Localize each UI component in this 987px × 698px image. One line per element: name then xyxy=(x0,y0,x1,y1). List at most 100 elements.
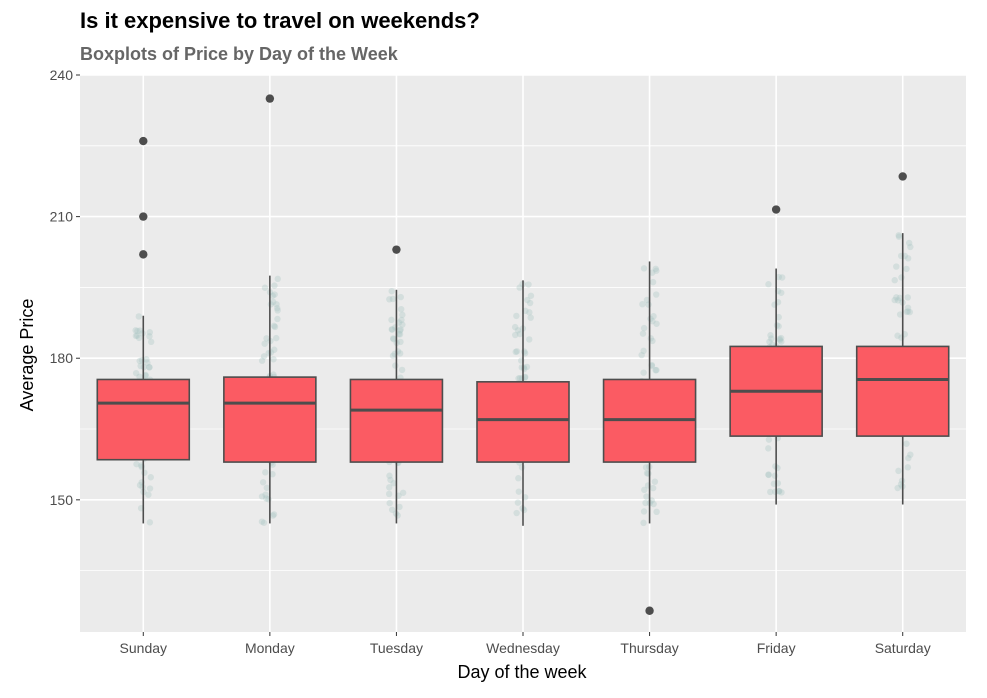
x-tick-label: Saturday xyxy=(875,640,931,656)
jitter-point xyxy=(640,369,647,376)
jitter-point xyxy=(273,301,280,308)
jitter-point xyxy=(765,281,772,288)
jitter-point xyxy=(514,327,522,334)
jitter-point xyxy=(262,491,269,498)
jitter-point xyxy=(891,277,898,284)
box-wednesday xyxy=(476,381,570,463)
jitter-point xyxy=(388,287,395,295)
outlier-point xyxy=(139,212,148,221)
jitter-point xyxy=(645,301,652,308)
jitter-point xyxy=(133,332,141,339)
jitter-point xyxy=(133,460,140,468)
x-tick-label: Friday xyxy=(757,640,796,656)
jitter-point xyxy=(258,493,266,500)
jitter-point xyxy=(274,275,281,283)
jitter-point xyxy=(511,323,519,331)
outlier-point xyxy=(898,172,907,181)
jitter-point xyxy=(894,297,902,304)
jitter-point xyxy=(649,484,657,492)
jitter-point xyxy=(262,469,269,476)
jitter-point xyxy=(640,265,648,272)
jitter-point xyxy=(395,330,403,338)
y-tick-label: 210 xyxy=(50,209,74,225)
jitter-point xyxy=(386,472,393,479)
jitter-point xyxy=(387,476,394,484)
jitter-point xyxy=(145,491,152,498)
boxes xyxy=(96,233,950,526)
jitter-point xyxy=(143,356,150,363)
jitter-point xyxy=(898,274,905,281)
jitter-point xyxy=(269,512,277,519)
jitter-point xyxy=(274,305,281,312)
jitter-point xyxy=(516,330,524,338)
jitter-point xyxy=(904,304,912,311)
jitter-point xyxy=(776,337,784,344)
jitter-point xyxy=(768,335,775,342)
jitter-point xyxy=(907,451,914,458)
jitter-point xyxy=(775,313,782,321)
jitter-point xyxy=(765,471,772,478)
jitter-point xyxy=(399,311,406,319)
jitter-point xyxy=(904,308,912,315)
box-monday xyxy=(223,376,317,463)
jitter-point xyxy=(650,500,657,508)
jitter-point xyxy=(778,489,785,496)
jitter-point xyxy=(640,324,648,332)
jitter-point xyxy=(397,326,404,333)
jitter-point xyxy=(643,469,651,477)
jitter-point xyxy=(638,351,645,359)
jitter-point xyxy=(263,335,270,342)
jitter-point xyxy=(523,363,531,371)
jitter-point xyxy=(642,499,649,507)
jitter-point xyxy=(527,292,535,299)
jitter-point xyxy=(389,352,397,360)
jitter-point xyxy=(136,357,143,365)
jitter-point xyxy=(771,472,779,479)
jitter-point xyxy=(645,470,652,477)
jitter-point xyxy=(261,284,269,291)
jitter-point xyxy=(653,320,660,327)
jitter-point xyxy=(386,499,393,507)
jitter-point xyxy=(147,474,154,481)
jitter-point xyxy=(775,488,783,495)
jitter-point xyxy=(396,350,404,357)
jitter-point xyxy=(397,305,405,313)
y-axis-ticks: 150 180 210 240 xyxy=(50,67,80,508)
jitter-point xyxy=(260,519,268,526)
jitter-point xyxy=(392,362,399,369)
x-tick-label: Sunday xyxy=(120,640,167,656)
jitter-point xyxy=(514,499,522,506)
jitter-point xyxy=(639,300,646,308)
jitter-point xyxy=(776,335,783,343)
jitter-point xyxy=(766,338,773,345)
jitter-point xyxy=(898,334,905,341)
jitter-point xyxy=(524,296,531,304)
jitter-point xyxy=(526,309,533,316)
jitter-point xyxy=(512,348,519,356)
outlier-point xyxy=(139,250,148,259)
jitter-point xyxy=(526,299,534,307)
jitter-point xyxy=(640,347,647,355)
jitter-point xyxy=(270,511,278,518)
jitter-point xyxy=(525,281,532,288)
jitter-point xyxy=(765,471,772,479)
jitter-point xyxy=(390,480,397,487)
jitter-point xyxy=(640,519,647,527)
jitter-point xyxy=(896,311,904,318)
jitter-point xyxy=(647,335,655,342)
jitter-point xyxy=(136,373,143,380)
jitter-point xyxy=(765,445,772,452)
jitter-point xyxy=(643,493,650,500)
jitter-point xyxy=(141,469,148,476)
jitter-point xyxy=(260,353,268,360)
jitter-point xyxy=(388,326,395,333)
jitter-point xyxy=(394,512,401,519)
x-tick-label: Tuesday xyxy=(370,640,423,656)
jitter-point xyxy=(135,313,143,320)
jitter-point xyxy=(385,490,393,498)
jitter-point xyxy=(258,357,266,364)
jitter-point xyxy=(269,470,276,478)
jitter-point xyxy=(905,454,912,462)
jitter-point xyxy=(146,329,154,336)
jitter-point xyxy=(643,296,651,304)
